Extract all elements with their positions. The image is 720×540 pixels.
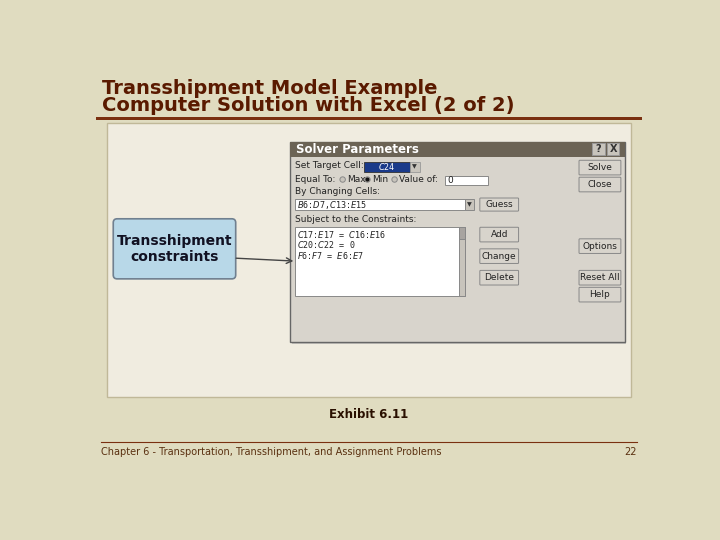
Bar xyxy=(292,143,626,343)
Text: Subject to the Constraints:: Subject to the Constraints: xyxy=(294,215,416,224)
Text: Chapter 6 - Transportation, Transshipment, and Assignment Problems: Chapter 6 - Transportation, Transshipmen… xyxy=(101,447,441,457)
Bar xyxy=(445,176,487,185)
Text: $C$17:$E$17 = $C$16:$E$16: $C$17:$E$17 = $C$16:$E$16 xyxy=(297,229,386,240)
Text: Change: Change xyxy=(482,252,516,261)
FancyBboxPatch shape xyxy=(113,219,235,279)
Text: Equal To:: Equal To: xyxy=(294,175,335,184)
FancyBboxPatch shape xyxy=(579,271,621,285)
Bar xyxy=(107,123,631,397)
Text: X: X xyxy=(609,145,617,154)
Text: $C$20:$C$22 = 0: $C$20:$C$22 = 0 xyxy=(297,239,356,251)
Circle shape xyxy=(365,177,370,182)
Text: $F$6:$F$7 = $E$6:$E$7: $F$6:$F$7 = $E$6:$E$7 xyxy=(297,250,364,261)
Text: Set Target Cell:: Set Target Cell: xyxy=(294,161,364,170)
Text: ?: ? xyxy=(595,145,601,154)
Bar xyxy=(96,117,642,120)
Bar xyxy=(459,226,465,296)
Circle shape xyxy=(392,177,397,182)
Bar xyxy=(459,226,465,239)
FancyBboxPatch shape xyxy=(480,198,518,211)
FancyBboxPatch shape xyxy=(579,160,621,175)
Text: ▼: ▼ xyxy=(413,164,417,170)
FancyBboxPatch shape xyxy=(480,271,518,285)
FancyBboxPatch shape xyxy=(480,227,518,242)
Bar xyxy=(465,199,474,210)
Text: 22: 22 xyxy=(625,447,637,457)
Text: ▼: ▼ xyxy=(467,202,472,207)
Text: By Changing Cells:: By Changing Cells: xyxy=(294,187,379,197)
Text: Guess: Guess xyxy=(485,200,513,209)
Text: Computer Solution with Excel (2 of 2): Computer Solution with Excel (2 of 2) xyxy=(102,96,514,114)
Text: Options: Options xyxy=(582,241,617,251)
FancyBboxPatch shape xyxy=(579,287,621,302)
Text: $C$24: $C$24 xyxy=(378,161,395,172)
FancyBboxPatch shape xyxy=(579,239,621,253)
Text: Exhibit 6.11: Exhibit 6.11 xyxy=(329,408,409,421)
Bar xyxy=(410,162,420,172)
Text: Solve: Solve xyxy=(588,163,613,172)
FancyBboxPatch shape xyxy=(480,249,518,264)
Bar xyxy=(294,199,465,210)
Text: Transshipment
constraints: Transshipment constraints xyxy=(117,234,233,264)
Text: Solver Parameters: Solver Parameters xyxy=(296,143,419,156)
Text: Add: Add xyxy=(490,230,508,239)
Text: Reset All: Reset All xyxy=(580,273,620,282)
Text: $B$6:$D$7,$C$13:$E$15: $B$6:$D$7,$C$13:$E$15 xyxy=(297,199,367,211)
FancyBboxPatch shape xyxy=(579,177,621,192)
Text: Help: Help xyxy=(590,290,611,299)
Text: Value of:: Value of: xyxy=(399,175,438,184)
Bar xyxy=(290,142,625,342)
Text: Delete: Delete xyxy=(484,273,514,282)
Bar xyxy=(290,142,625,157)
Circle shape xyxy=(366,178,369,181)
Text: Min: Min xyxy=(372,175,388,184)
Bar xyxy=(593,143,605,155)
Text: 0: 0 xyxy=(447,176,453,185)
Text: Close: Close xyxy=(588,180,612,189)
Circle shape xyxy=(340,177,346,182)
Text: Max: Max xyxy=(347,175,366,184)
Bar xyxy=(607,143,619,155)
Bar xyxy=(294,226,465,296)
Text: Transshipment Model Example: Transshipment Model Example xyxy=(102,79,437,98)
Bar xyxy=(364,162,410,172)
